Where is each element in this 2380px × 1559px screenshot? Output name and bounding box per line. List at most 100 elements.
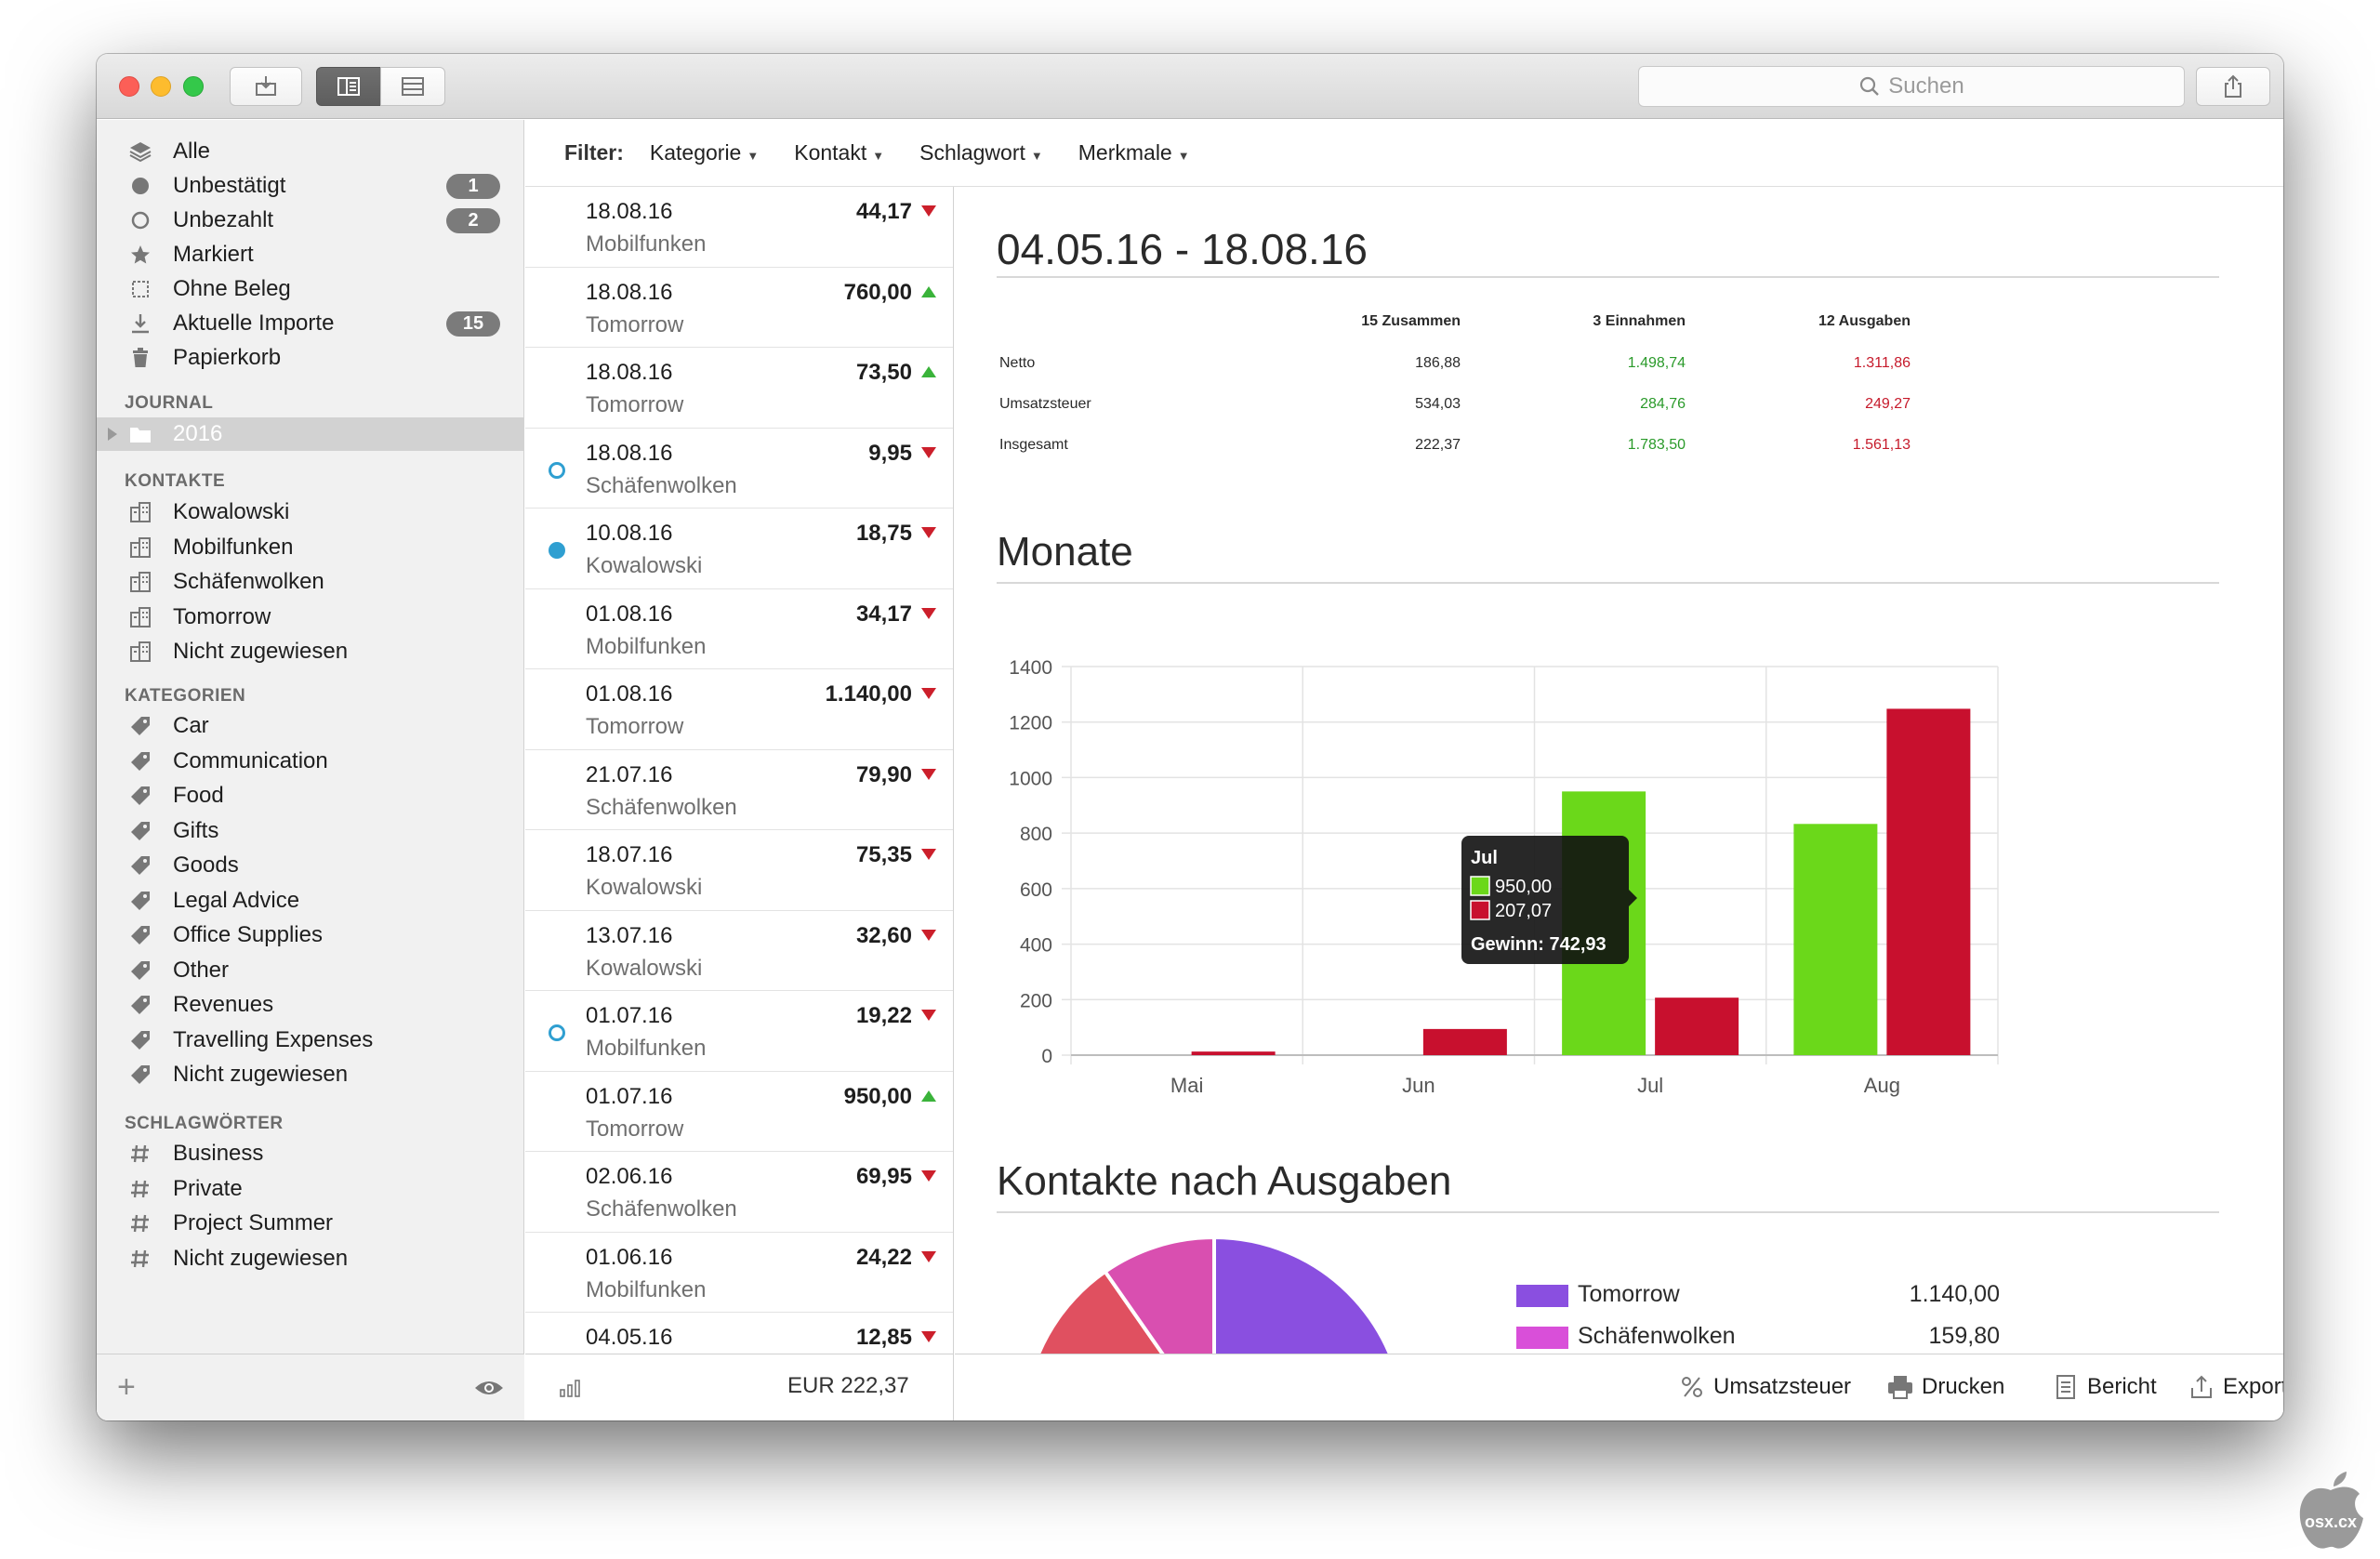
- transaction-row[interactable]: 01.07.16 Mobilfunken 19,22: [525, 991, 953, 1072]
- sidebar-item-markiert[interactable]: Markiert: [97, 238, 524, 271]
- sidebar-contact-sch-fenwolken[interactable]: Schäfenwolken: [97, 565, 524, 599]
- transaction-date: 10.08.16: [586, 521, 673, 546]
- tooltip-income: 950,00: [1495, 877, 1552, 897]
- list-view-button[interactable]: [380, 67, 445, 106]
- bar-mai-series-1: [1191, 1051, 1276, 1055]
- sidebar-category-food[interactable]: Food: [97, 779, 524, 813]
- transaction-contact: Mobilfunken: [586, 633, 707, 659]
- hashtag-icon: [126, 1209, 154, 1237]
- add-icon[interactable]: +: [117, 1369, 136, 1405]
- transaction-row[interactable]: 18.08.16 Schäfenwolken 9,95: [525, 429, 953, 509]
- sidebar-item-ohne-beleg[interactable]: Ohne Beleg: [97, 272, 524, 306]
- transaction-row[interactable]: 18.07.16 Kowalowski 75,35: [525, 830, 953, 911]
- y-tick-label: 600: [1020, 879, 1052, 901]
- transaction-contact: Kowalowski: [586, 553, 703, 578]
- summary-expense: 1.561,13: [1852, 437, 1911, 453]
- sidebar-category-other[interactable]: Other: [97, 954, 524, 987]
- sidebar-contact-nicht-zugewiesen[interactable]: Nicht zugewiesen: [97, 635, 524, 668]
- disclosure-triangle-icon[interactable]: [108, 428, 117, 441]
- summary-total: 186,88: [1415, 355, 1461, 371]
- sidebar-category-office-supplies[interactable]: Office Supplies: [97, 918, 524, 952]
- sidebar-item-label: 2016: [173, 421, 223, 446]
- tooltip-background: [1461, 836, 1629, 964]
- transaction-contact: Mobilfunken: [586, 1036, 707, 1061]
- transaction-amount: 34,17: [855, 601, 912, 627]
- transaction-row[interactable]: 04.05.16 12,85: [525, 1313, 953, 1354]
- income-arrow-up-icon: [921, 1090, 936, 1102]
- transaction-row[interactable]: 02.06.16 Schäfenwolken 69,95: [525, 1152, 953, 1233]
- sidebar-tag-private[interactable]: Private: [97, 1172, 524, 1206]
- sidebar-item-unbezahlt[interactable]: Unbezahlt 2: [97, 204, 524, 237]
- zoom-window-button[interactable]: [183, 76, 204, 97]
- expense-arrow-down-icon: [921, 929, 936, 941]
- filter-kontakt-dropdown[interactable]: Kontakt ▼: [794, 140, 885, 165]
- close-window-button[interactable]: [119, 76, 139, 97]
- sidebar-tag-project-summer[interactable]: Project Summer: [97, 1207, 524, 1240]
- sidebar-contact-tomorrow[interactable]: Tomorrow: [97, 601, 524, 634]
- sidebar-category-nicht-zugewiesen[interactable]: Nicht zugewiesen: [97, 1058, 524, 1091]
- transaction-row[interactable]: 13.07.16 Kowalowski 32,60: [525, 911, 953, 991]
- transaction-row[interactable]: 01.07.16 Tomorrow 950,00: [525, 1072, 953, 1152]
- svg-text:osx.cx: osx.cx: [2305, 1513, 2357, 1531]
- transaction-list[interactable]: 18.08.16 Mobilfunken 44,17 18.08.16 Tomorrow…: [525, 187, 954, 1354]
- period-title: 04.05.16 - 18.08.16: [997, 225, 1368, 273]
- sidebar-item-alle[interactable]: Alle: [97, 135, 524, 168]
- y-tick-label: 200: [1020, 990, 1052, 1011]
- transaction-row[interactable]: 18.08.16 Tomorrow 73,50: [525, 348, 953, 429]
- sidebar-category-legal-advice[interactable]: Legal Advice: [97, 884, 524, 918]
- exportieren-button[interactable]: Exportieren: [2188, 1373, 2283, 1401]
- sidebar-tag-business[interactable]: Business: [97, 1137, 524, 1170]
- sidebar-contact-mobilfunken[interactable]: Mobilfunken: [97, 531, 524, 564]
- transaction-row[interactable]: 21.07.16 Schäfenwolken 79,90: [525, 750, 953, 830]
- report-pane: 04.05.16 - 18.08.16 15 Zusammen 3 Einnah…: [955, 187, 2283, 1354]
- transaction-row[interactable]: 18.08.16 Tomorrow 760,00: [525, 268, 953, 348]
- sidebar-tag-nicht-zugewiesen[interactable]: Nicht zugewiesen: [97, 1242, 524, 1275]
- transaction-amount: 19,22: [855, 1003, 912, 1028]
- chart-toggle-icon[interactable]: [559, 1379, 583, 1397]
- transaction-contact: Schäfenwolken: [586, 1196, 737, 1222]
- eye-icon[interactable]: [474, 1379, 504, 1397]
- sidebar-category-gifts[interactable]: Gifts: [97, 814, 524, 848]
- transaction-amount: 9,95: [868, 440, 912, 466]
- transaction-date: 01.06.16: [586, 1244, 673, 1270]
- filter-merkmale-dropdown[interactable]: Merkmale ▼: [1078, 140, 1190, 165]
- sidebar-item-unbestaetigt[interactable]: Unbestätigt 1: [97, 169, 524, 203]
- transaction-row[interactable]: 01.08.16 Mobilfunken 34,17: [525, 589, 953, 669]
- transaction-row[interactable]: 10.08.16 Kowalowski 18,75: [525, 509, 953, 589]
- sidebar-category-goods[interactable]: Goods: [97, 849, 524, 882]
- search-field[interactable]: Suchen: [1638, 66, 2185, 107]
- divider: [997, 1211, 2219, 1213]
- summary-row-label: Netto: [999, 355, 1036, 371]
- sidebar-item-papierkorb[interactable]: Papierkorb: [97, 341, 524, 375]
- transaction-row[interactable]: 01.06.16 Mobilfunken 24,22: [525, 1233, 953, 1313]
- expense-arrow-down-icon: [921, 688, 936, 699]
- sidebar-item-aktuelle-importe[interactable]: Aktuelle Importe 15: [97, 307, 524, 340]
- transaction-row[interactable]: 18.08.16 Mobilfunken 44,17: [525, 187, 953, 268]
- sidebar-category-communication[interactable]: Communication: [97, 745, 524, 778]
- share-button[interactable]: [2196, 67, 2270, 106]
- sidebar-category-revenues[interactable]: Revenues: [97, 988, 524, 1022]
- umsatzsteuer-button[interactable]: Umsatzsteuer: [1678, 1373, 1851, 1401]
- transaction-amount: 760,00: [843, 279, 912, 305]
- bericht-button[interactable]: Bericht: [2052, 1373, 2157, 1401]
- transaction-contact: Tomorrow: [586, 714, 684, 739]
- drucken-button[interactable]: Drucken: [1886, 1373, 2004, 1401]
- sidebar: Alle Unbestätigt 1 Unbezahlt 2 Markiert …: [97, 120, 524, 1420]
- summary-income: 1.498,74: [1627, 355, 1686, 371]
- sidebar-item-journal-2016[interactable]: 2016: [97, 417, 524, 451]
- filter-schlagwort-dropdown[interactable]: Schlagwort ▼: [919, 140, 1043, 165]
- sidebar-category-travelling-expenses[interactable]: Travelling Expenses: [97, 1024, 524, 1057]
- split-view-button[interactable]: [316, 67, 381, 106]
- transaction-row[interactable]: 01.08.16 Tomorrow 1.140,00: [525, 669, 953, 750]
- app-window: Suchen Alle Unbestätigt 1 Unbezahlt 2 Ma…: [97, 54, 2283, 1420]
- summary-row-umsatzsteuer: Umsatzsteuer 534,03 284,76 249,27: [999, 396, 1911, 433]
- summary-total: 534,03: [1415, 396, 1461, 412]
- bar-jul-series-1: [1655, 997, 1739, 1055]
- transaction-date: 02.06.16: [586, 1164, 673, 1189]
- filter-kategorie-dropdown[interactable]: Kategorie ▼: [649, 140, 760, 165]
- sidebar-category-car[interactable]: Car: [97, 709, 524, 743]
- y-tick-label: 400: [1020, 935, 1052, 957]
- minimize-window-button[interactable]: [151, 76, 171, 97]
- sidebar-contact-kowalowski[interactable]: Kowalowski: [97, 495, 524, 529]
- import-button[interactable]: [230, 67, 302, 106]
